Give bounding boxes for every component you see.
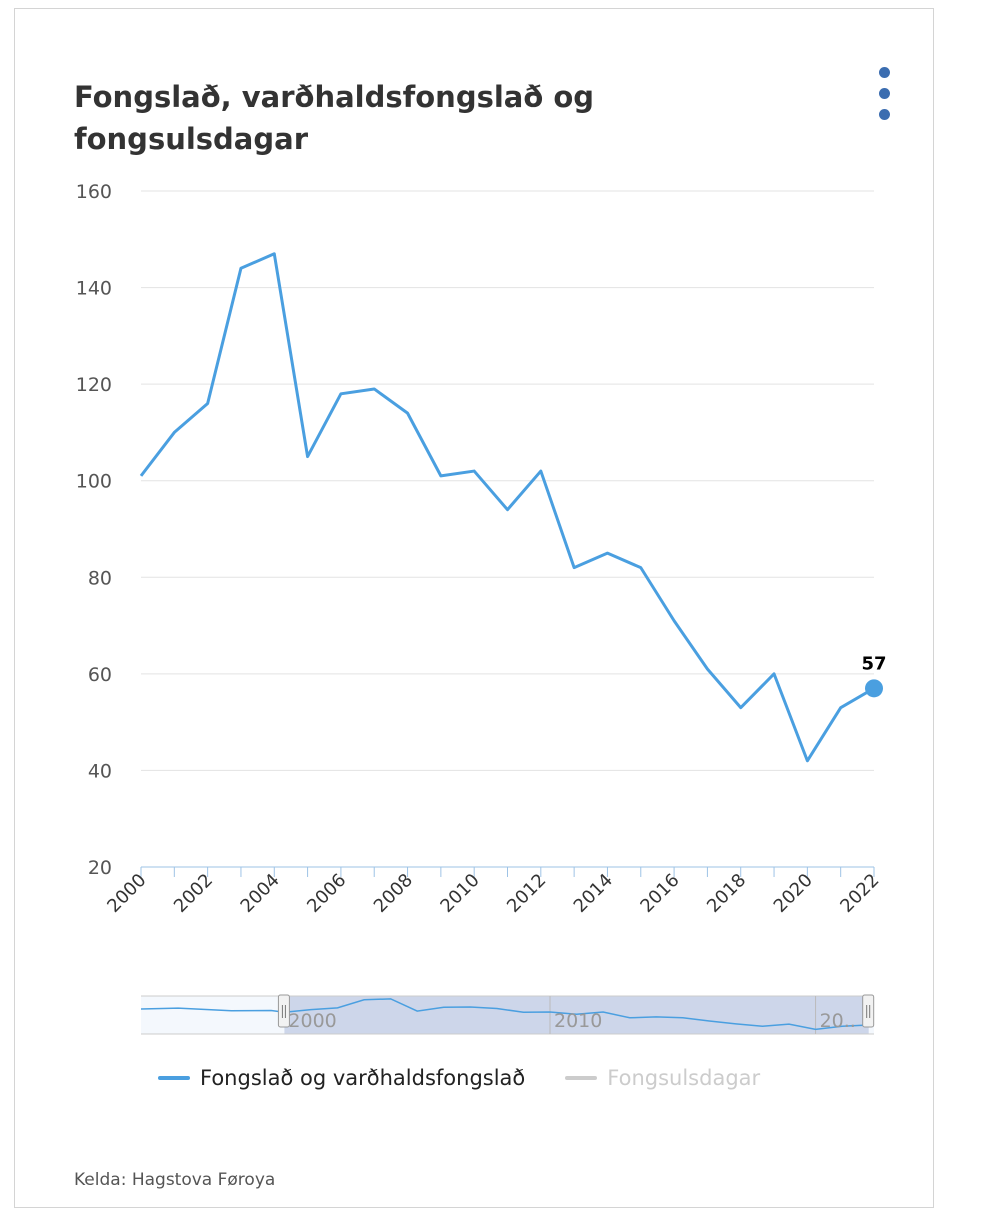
x-tick-label: 2014: [570, 870, 617, 917]
x-tick-label: 2022: [836, 870, 883, 917]
legend-label: Fongsulsdagar: [607, 1066, 761, 1090]
legend-line-icon: [158, 1076, 190, 1080]
y-tick-label: 40: [88, 760, 112, 782]
source-text: Kelda: Hagstova Føroya: [74, 1170, 276, 1190]
chart-title: Fongslað, varðhaldsfongslað og fongsulsd…: [74, 80, 595, 156]
data-label: 57: [861, 653, 886, 674]
more-vertical-icon[interactable]: [872, 64, 898, 122]
y-tick-label: 80: [88, 567, 112, 589]
x-tick-label: 2016: [636, 870, 683, 917]
x-tick-label: 2010: [436, 870, 483, 917]
y-tick-label: 140: [76, 278, 112, 300]
legend-label: Fongslað og varðhaldsfongslað: [200, 1066, 526, 1090]
legend-item-fongsulsdagar[interactable]: Fongsulsdagar: [565, 1066, 760, 1090]
y-tick-label: 60: [88, 664, 112, 686]
navigator-label: 20..: [820, 1010, 856, 1032]
x-tick-label: 2012: [503, 870, 550, 917]
legend: Fongslað og varðhaldsfongslað Fongsulsda…: [158, 1066, 760, 1090]
navigator-handle[interactable]: [862, 994, 875, 1028]
navigator-series-line: [140, 998, 869, 1031]
x-tick-label: 2020: [770, 870, 817, 917]
y-tick-label: 120: [76, 374, 112, 396]
x-tick-label: 2004: [237, 870, 284, 917]
legend-item-fongslad[interactable]: Fongslað og varðhaldsfongslað: [158, 1066, 525, 1090]
x-tick-label: 2008: [370, 870, 417, 917]
x-tick-label: 2002: [170, 870, 217, 917]
navigator-label: 2010: [554, 1010, 602, 1032]
x-tick-label: 2018: [703, 870, 750, 917]
navigator-label: 2000: [288, 1010, 336, 1032]
data-point: [865, 679, 883, 698]
y-tick-label: 20: [88, 857, 112, 879]
x-tick-label: 2006: [303, 870, 350, 917]
y-tick-label: 160: [76, 181, 112, 203]
y-tick-label: 100: [76, 471, 112, 493]
navigator-handle[interactable]: [277, 994, 290, 1028]
legend-line-icon: [565, 1076, 598, 1080]
series-line: [139, 252, 875, 763]
